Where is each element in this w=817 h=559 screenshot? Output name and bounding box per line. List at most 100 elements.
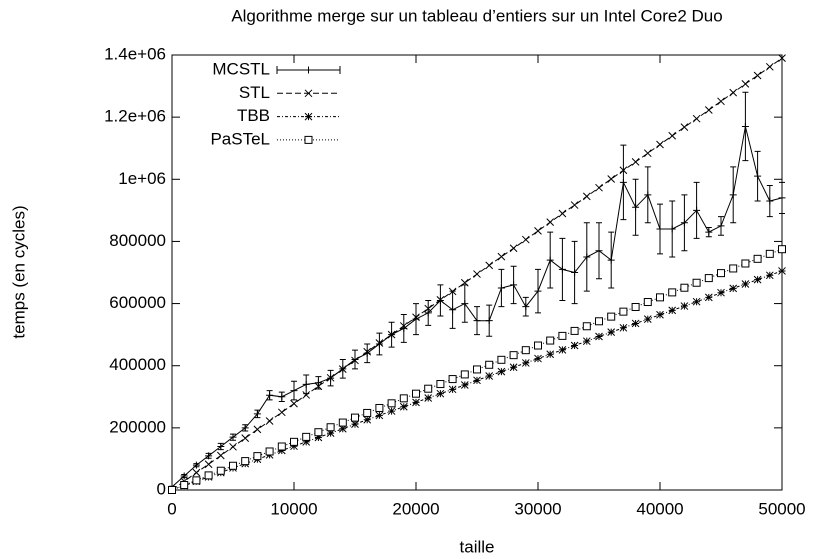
marker bbox=[631, 158, 640, 166]
marker bbox=[412, 398, 420, 407]
marker bbox=[363, 415, 372, 424]
marker bbox=[338, 424, 347, 433]
marker bbox=[302, 432, 311, 441]
x-tick-label: 0 bbox=[167, 499, 176, 518]
marker bbox=[741, 122, 749, 130]
marker bbox=[229, 442, 237, 451]
y-tick-label: 1e+06 bbox=[118, 169, 166, 188]
marker bbox=[302, 380, 310, 388]
marker bbox=[424, 384, 433, 393]
marker bbox=[741, 259, 750, 268]
marker bbox=[304, 89, 313, 98]
marker bbox=[424, 394, 433, 402]
marker bbox=[399, 402, 408, 411]
marker bbox=[754, 172, 762, 180]
marker bbox=[582, 322, 591, 331]
marker bbox=[326, 429, 335, 437]
marker bbox=[180, 472, 188, 480]
marker bbox=[460, 370, 469, 379]
marker bbox=[290, 399, 298, 408]
marker bbox=[305, 66, 312, 74]
marker bbox=[704, 106, 713, 114]
marker bbox=[302, 437, 311, 446]
x-tick-label: 20000 bbox=[392, 499, 439, 518]
marker bbox=[668, 306, 677, 315]
marker bbox=[705, 228, 713, 236]
marker bbox=[205, 452, 213, 460]
marker bbox=[619, 166, 628, 175]
marker bbox=[643, 315, 652, 323]
marker bbox=[656, 140, 664, 149]
marker bbox=[680, 123, 689, 131]
marker bbox=[485, 360, 494, 369]
marker bbox=[607, 175, 616, 183]
legend-label: MCSTL bbox=[212, 59, 270, 78]
marker bbox=[460, 381, 469, 389]
marker bbox=[753, 254, 762, 263]
marker bbox=[473, 376, 481, 385]
marker bbox=[656, 225, 664, 233]
marker bbox=[510, 281, 518, 289]
marker bbox=[717, 222, 725, 230]
marker bbox=[399, 322, 408, 330]
marker bbox=[399, 394, 408, 403]
marker bbox=[546, 336, 555, 345]
marker bbox=[607, 312, 616, 321]
marker bbox=[241, 424, 249, 432]
series bbox=[168, 91, 786, 491]
y-tick-label: 200000 bbox=[109, 417, 166, 436]
marker bbox=[277, 408, 286, 417]
marker bbox=[753, 275, 762, 284]
marker bbox=[778, 54, 786, 62]
marker bbox=[631, 319, 640, 328]
marker bbox=[729, 284, 738, 293]
marker bbox=[558, 346, 567, 354]
marker bbox=[485, 317, 493, 325]
marker bbox=[693, 206, 701, 214]
marker bbox=[302, 391, 311, 399]
marker bbox=[497, 284, 505, 292]
marker bbox=[412, 389, 420, 398]
marker bbox=[460, 278, 469, 287]
marker bbox=[436, 380, 445, 389]
marker bbox=[656, 310, 664, 319]
marker bbox=[534, 287, 542, 295]
y-tick-label: 1.2e+06 bbox=[104, 107, 166, 126]
marker bbox=[363, 408, 372, 417]
x-tick-label: 40000 bbox=[636, 499, 683, 518]
legend-label: STL bbox=[239, 83, 270, 102]
legend-label: TBB bbox=[237, 106, 270, 125]
marker bbox=[741, 80, 750, 88]
marker bbox=[290, 442, 298, 451]
marker bbox=[314, 428, 323, 437]
marker bbox=[448, 375, 457, 384]
marker bbox=[351, 356, 359, 363]
marker bbox=[461, 300, 469, 308]
marker bbox=[290, 437, 298, 446]
chart-title: Algorithme merge sur un tableau d’entier… bbox=[231, 6, 722, 25]
marker bbox=[485, 372, 494, 380]
marker bbox=[766, 197, 774, 205]
marker bbox=[717, 269, 725, 278]
marker bbox=[241, 434, 250, 442]
marker bbox=[253, 410, 261, 418]
marker bbox=[304, 112, 313, 121]
marker bbox=[534, 227, 542, 235]
marker bbox=[692, 278, 701, 287]
marker bbox=[571, 269, 579, 276]
y-tick-label: 800000 bbox=[109, 231, 166, 250]
marker bbox=[680, 219, 688, 227]
marker bbox=[570, 341, 579, 350]
marker bbox=[497, 355, 506, 364]
marker bbox=[741, 280, 750, 288]
marker bbox=[607, 328, 616, 337]
marker bbox=[168, 486, 176, 494]
x-tick-label: 50000 bbox=[758, 499, 805, 518]
series bbox=[168, 54, 786, 494]
marker bbox=[277, 442, 286, 451]
marker bbox=[290, 387, 298, 395]
marker bbox=[387, 399, 396, 408]
marker bbox=[509, 351, 518, 360]
marker bbox=[241, 457, 250, 466]
